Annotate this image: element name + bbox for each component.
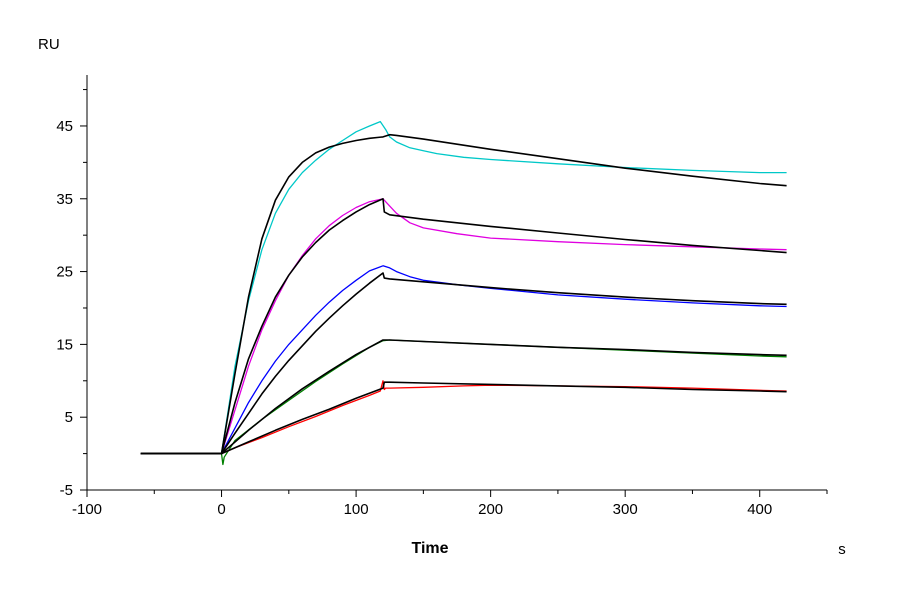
fit-curve-8 — [140, 272, 787, 455]
x-tick-label: 400 — [747, 501, 772, 518]
fit-curve-6 — [140, 133, 787, 455]
y-tick-label: -5 — [60, 482, 73, 499]
measured-curve-2 — [140, 198, 787, 455]
y-tick-label: 25 — [56, 264, 73, 281]
y-tick-label: 15 — [56, 336, 73, 353]
fit-curve-10 — [140, 381, 787, 455]
y-tick-label: 5 — [65, 409, 73, 426]
x-tick-label: 100 — [344, 501, 369, 518]
x-tick-label: 0 — [217, 501, 225, 518]
axes-layer: -5 5 15 25 35 45 -100 0 100 200 300 400 — [56, 75, 828, 518]
y-unit-label: RU — [38, 36, 60, 53]
y-tick-label: 35 — [56, 191, 73, 208]
x-tick-label: -100 — [72, 501, 102, 518]
measured-curve-1 — [140, 120, 787, 455]
measured-curve-3 — [140, 265, 787, 455]
y-tick-label: 45 — [56, 118, 73, 135]
x-unit-label: s — [838, 541, 846, 558]
x-tick-label: 300 — [613, 501, 638, 518]
fit-curve-7 — [140, 198, 787, 455]
x-tick-label: 200 — [478, 501, 503, 518]
x-axis-title: Time — [411, 540, 448, 557]
series-layer — [140, 120, 787, 466]
fit-curve-9 — [140, 339, 787, 455]
